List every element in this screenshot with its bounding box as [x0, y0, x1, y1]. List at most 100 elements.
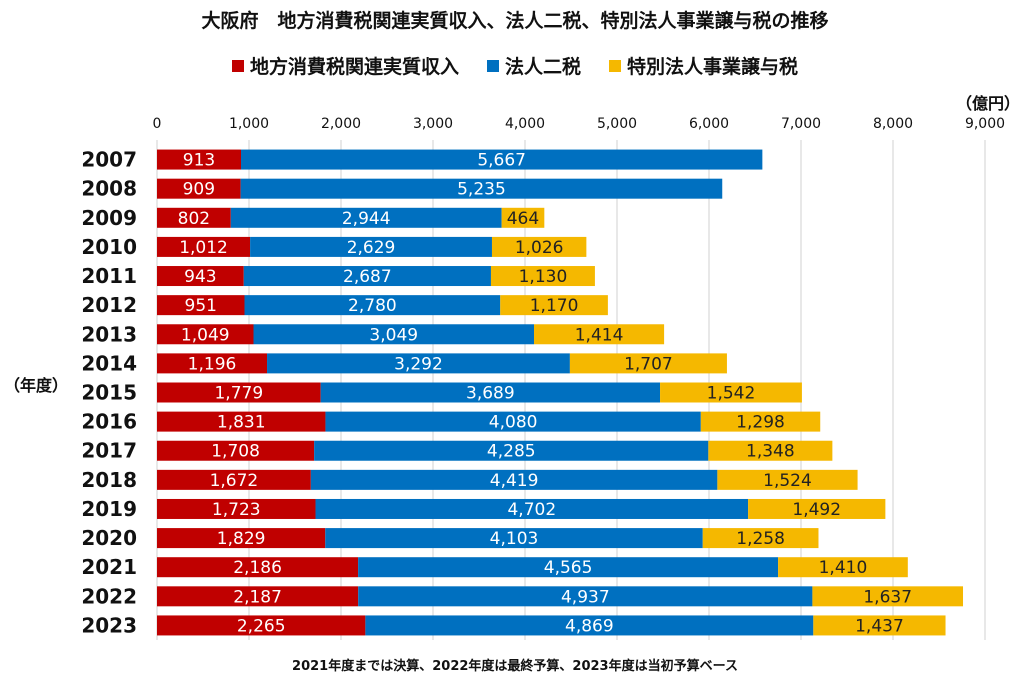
bar-segment: [230, 207, 502, 228]
bar-segment: [500, 295, 608, 316]
y-category-label: 2011: [81, 264, 137, 288]
data-label: 4,565: [544, 558, 593, 578]
bar-segment: [660, 382, 802, 403]
data-label: 4,419: [490, 471, 539, 491]
bar-segment: [778, 557, 908, 578]
x-tick-label: 7,000: [781, 116, 821, 132]
y-category-label: 2008: [81, 177, 137, 201]
legend-label-corporate-taxes: 法人二税: [504, 56, 581, 78]
data-label: 1,196: [188, 354, 237, 374]
x-axis-unit-label: （億円）: [955, 94, 1020, 113]
data-label: 3,049: [369, 325, 418, 345]
bar-segment: [157, 295, 245, 316]
data-label: 5,667: [477, 151, 526, 171]
data-label: 2,687: [343, 267, 392, 287]
data-label: 1,831: [217, 413, 266, 433]
x-tick-label: 3,000: [413, 116, 453, 132]
data-label: 4,937: [561, 587, 610, 607]
data-label: 1,524: [763, 471, 812, 491]
legend-label-special-corporate-tax: 特別法人事業譲与税: [627, 56, 799, 78]
bar-segment: [157, 266, 244, 287]
legend: 地方消費税関連実質収入 法人二税 特別法人事業譲与税: [0, 52, 1030, 79]
bar-segment: [253, 324, 535, 345]
bar-segment: [157, 207, 231, 228]
bar-segment: [310, 469, 718, 490]
bar-segment: [157, 498, 316, 519]
bar-segment: [702, 528, 819, 549]
data-label: 1,707: [624, 354, 673, 374]
data-label: 2,780: [348, 296, 397, 316]
bar-segment: [534, 324, 665, 345]
bar-segment: [748, 498, 886, 519]
legend-swatch-special-corporate-tax: [609, 59, 621, 72]
y-category-label: 2013: [81, 322, 137, 346]
data-label: 464: [507, 209, 539, 229]
bar-segment: [157, 411, 326, 432]
y-category-label: 2020: [81, 526, 137, 550]
data-label: 1,637: [863, 587, 912, 607]
bar-segment: [325, 528, 703, 549]
chart-title: 大阪府 地方消費税関連実質収入、法人二税、特別法人事業譲与税の推移: [201, 10, 829, 32]
legend-label-consumption-tax: 地方消費税関連実質収入: [249, 56, 459, 78]
data-label: 1,723: [212, 500, 261, 520]
bar-segment: [240, 178, 723, 199]
data-label: 1,348: [746, 442, 795, 462]
x-tick-label: 0: [153, 116, 162, 132]
data-label: 4,702: [507, 500, 556, 520]
x-tick-label: 8,000: [873, 116, 913, 132]
legend-item-special-corporate-tax: 特別法人事業譲与税: [609, 52, 798, 79]
y-category-label: 2017: [81, 439, 137, 463]
x-tick-label: 1,000: [229, 116, 269, 132]
y-category-label: 2016: [81, 410, 137, 434]
bar-segment: [700, 411, 821, 432]
footnote: 2021年度までは決算、2022年度は最終予算、2023年度は当初予算ベース: [292, 659, 738, 674]
data-label: 1,708: [211, 442, 260, 462]
bar-segment: [358, 557, 779, 578]
data-label: 1,130: [519, 267, 568, 287]
x-tick-label: 5,000: [597, 116, 637, 132]
data-label: 2,186: [233, 558, 282, 578]
data-label: 913: [183, 151, 215, 171]
y-category-label: 2010: [81, 235, 137, 259]
data-label: 1,410: [819, 558, 868, 578]
data-label: 4,869: [565, 616, 614, 636]
bar-segment: [157, 178, 241, 199]
y-category-label: 2023: [81, 613, 137, 637]
bar-segment: [240, 149, 763, 170]
bar-segment: [320, 382, 661, 403]
data-label: 2,944: [342, 209, 391, 229]
data-label: 2,629: [347, 238, 396, 258]
data-label: 1,258: [736, 529, 785, 549]
bar-segment: [157, 440, 315, 461]
bar-segment: [157, 149, 241, 170]
data-label: 1,049: [181, 325, 230, 345]
bar-segment: [314, 440, 709, 461]
bar-segment: [244, 295, 501, 316]
bar-segment: [501, 207, 545, 228]
bar-segment: [491, 236, 587, 257]
data-label: 1,437: [855, 616, 904, 636]
bar-segment: [243, 266, 491, 287]
data-label: 4,285: [487, 442, 536, 462]
y-category-label: 2018: [81, 468, 137, 492]
data-label: 1,298: [736, 413, 785, 433]
bar-segment: [157, 557, 359, 578]
bar-segment: [157, 353, 268, 374]
data-label: 2,265: [237, 616, 286, 636]
y-category-label: 2009: [81, 206, 137, 230]
bar-segment: [250, 236, 492, 257]
data-label: 1,672: [210, 471, 259, 491]
data-label: 1,012: [179, 238, 228, 258]
data-label: 1,779: [214, 384, 263, 404]
x-tick-label: 4,000: [505, 116, 545, 132]
y-category-label: 2012: [81, 293, 137, 317]
data-label: 4,103: [490, 529, 539, 549]
data-label: 2,187: [233, 587, 282, 607]
bar-segment: [365, 615, 814, 636]
bar-segment: [157, 615, 366, 636]
bar-segment: [358, 586, 813, 607]
data-label: 1,026: [515, 238, 564, 258]
data-label: 1,492: [792, 500, 841, 520]
legend-item-corporate-taxes: 法人二税: [486, 52, 581, 79]
bar-segment: [812, 586, 964, 607]
